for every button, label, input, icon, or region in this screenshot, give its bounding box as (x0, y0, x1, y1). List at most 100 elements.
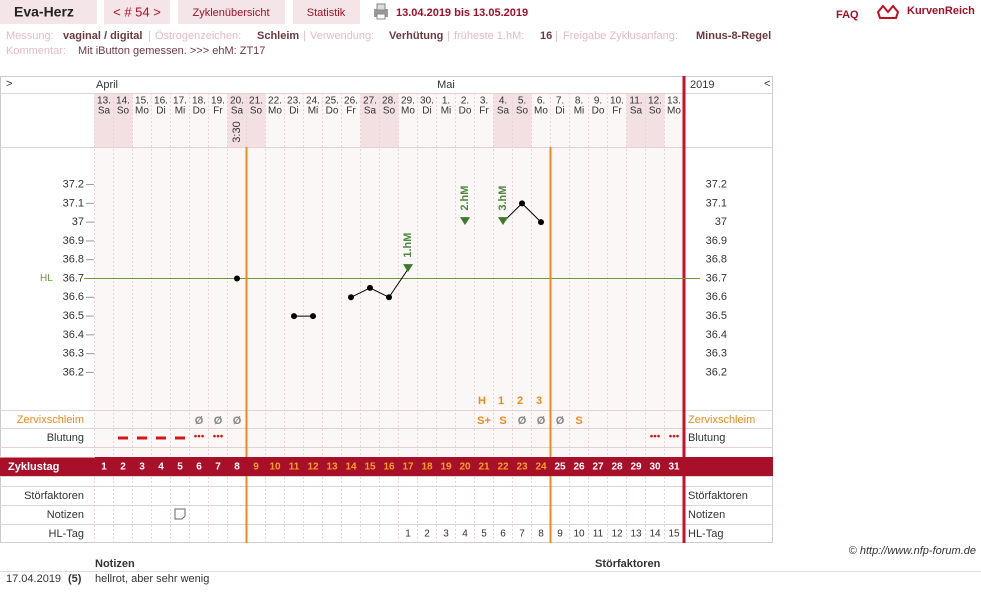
temp-point (386, 294, 392, 301)
hl-day: 11 (593, 529, 604, 540)
y-tick-label: 36.5 (706, 310, 727, 322)
month: Mai (437, 79, 455, 91)
zervix-eval: 2 (517, 395, 523, 407)
faq-link[interactable]: FAQ (836, 9, 859, 21)
weekend-shade (493, 93, 513, 147)
weekday: Mi (441, 106, 452, 117)
weekday: So (383, 106, 396, 117)
brand-icon (876, 4, 900, 19)
hm-label: 1.hM (402, 233, 414, 258)
note-date: 17.04.2019 (6, 573, 61, 585)
tab[interactable] (178, 0, 285, 24)
zervix-value: S (499, 415, 506, 427)
day-number: 29. (401, 96, 415, 107)
weekday: Fr (213, 106, 223, 117)
cycle-day: 4 (158, 462, 164, 473)
cycle-day: 6 (196, 462, 202, 473)
separator: | (303, 30, 306, 42)
bleeding: ••• (194, 432, 205, 443)
day-number: 21. (249, 96, 263, 107)
separator: | (447, 30, 450, 42)
table-header: Störfaktoren (595, 558, 661, 570)
y-tick-label: 36.3 (706, 348, 727, 360)
info-label: früheste 1.hM: (454, 30, 524, 42)
title-box (0, 0, 97, 24)
brand[interactable]: KurvenReich (907, 5, 975, 17)
cycle-day: 23 (516, 462, 528, 473)
hl-day: 15 (668, 529, 680, 540)
tab-label[interactable]: Statistik (307, 7, 346, 19)
day-number: 1. (442, 96, 450, 107)
cycle-day: 9 (253, 462, 259, 473)
temp-point (538, 219, 544, 226)
day-number: 10. (610, 96, 624, 107)
zervix-value: Ø (233, 415, 242, 427)
cycle-day: 12 (307, 462, 319, 473)
day-number: 13. (667, 96, 681, 107)
cycle-day: 11 (289, 462, 300, 473)
weekend-shade (246, 93, 266, 147)
table-header: Notizen (95, 558, 135, 570)
info-label: Freigabe Zyklusanfang: (563, 30, 678, 42)
weekend-shade (626, 93, 646, 147)
weekday: Do (459, 106, 472, 117)
zervix-value: Ø (556, 415, 565, 427)
note-day: (5) (68, 573, 82, 585)
weekday: Mi (574, 106, 585, 117)
row-label: Blutung (47, 432, 84, 444)
day-number: 12. (648, 96, 662, 107)
hl-day: 6 (500, 529, 506, 540)
y-tick-label: 36.9 (706, 235, 727, 247)
comment: Mit iButton gemessen. >>> ehM: ZT17 (78, 45, 265, 57)
cycle-day: 22 (497, 462, 509, 473)
year: 2019 (690, 79, 714, 91)
tab[interactable] (293, 0, 360, 24)
separator: | (148, 30, 151, 42)
weekday: Sa (98, 106, 111, 117)
header-strip (1, 77, 772, 93)
weekend-shade (94, 93, 114, 147)
y-tick-label: 36.2 (706, 366, 727, 378)
weekday: Mo (667, 106, 681, 117)
info-value: Schleim (257, 30, 299, 42)
cycle-day: 15 (364, 462, 376, 473)
info-value: 16 (540, 30, 552, 42)
weekday: So (516, 106, 529, 117)
bleeding: ••• (213, 432, 224, 443)
weekday: Di (156, 106, 165, 117)
cycle-day: 21 (478, 462, 490, 473)
y-tick-label: 37 (72, 216, 84, 228)
row-label: Notizen (688, 509, 725, 521)
cycle-nav[interactable]: < # 54 > (113, 4, 161, 19)
weekday: So (649, 106, 662, 117)
weekday: Mi (175, 106, 186, 117)
info-label: Verwendung: (310, 30, 374, 42)
tab-label[interactable]: Zyklenübersicht (192, 7, 269, 19)
bleeding: ••• (650, 432, 661, 443)
copyright: © http://www.nfp-forum.de (849, 545, 976, 557)
zervix-value: Ø (195, 415, 204, 427)
info-label: Östrogenzeichen: (155, 30, 241, 42)
y-tick-label: 37.1 (63, 197, 84, 209)
weekday: Do (592, 106, 605, 117)
printer-icon[interactable] (374, 3, 388, 20)
zervix-value: S (575, 415, 582, 427)
weekend-shade (379, 93, 399, 147)
y-tick-label: 37.2 (63, 178, 84, 190)
zervix-eval: 1 (498, 395, 504, 407)
nav-arrow[interactable]: > (6, 78, 12, 90)
month: April (96, 79, 118, 91)
nav-arrow[interactable]: < (764, 78, 770, 90)
weekday: Di (289, 106, 298, 117)
note-icon (174, 508, 186, 520)
day-number: 22. (268, 96, 282, 107)
cycle-day: 19 (440, 462, 452, 473)
cycle-tab[interactable] (104, 0, 170, 24)
cycle-day: 29 (630, 462, 642, 473)
plot-bg (95, 93, 684, 457)
hl-day: 12 (611, 529, 623, 540)
bleeding: ▬ (118, 432, 128, 443)
cycle-day: 26 (573, 462, 585, 473)
date-range: 13.04.2019 bis 13.05.2019 (396, 7, 528, 19)
weekday: Mo (401, 106, 415, 117)
